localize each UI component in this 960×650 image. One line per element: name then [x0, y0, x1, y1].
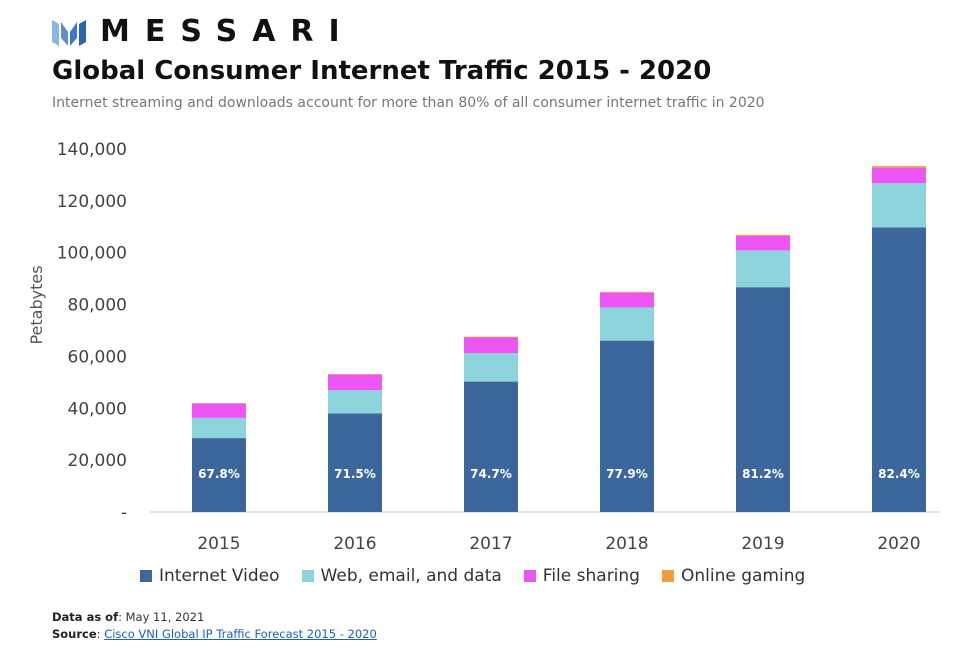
data-label: 82.4% [878, 467, 920, 481]
legend-label: Online gaming [680, 566, 806, 586]
x-tick-label: 2016 [333, 534, 376, 554]
bar-segment-web-email-and-data-2017 [464, 353, 518, 382]
bar-segment-internet-video-2016 [328, 413, 382, 512]
source: Source: Cisco VNI Global IP Traffic Fore… [52, 627, 377, 641]
bar-segment-file-sharing-2020 [872, 167, 926, 184]
legend-label: Internet Video [159, 566, 280, 586]
bar-segment-internet-video-2017 [464, 381, 518, 512]
chart-title: Global Consumer Internet Traffic 2015 - … [52, 56, 712, 86]
bar-segment-file-sharing-2016 [328, 374, 382, 391]
y-tick-label: 80,000 [68, 296, 127, 316]
bar-segment-internet-video-2015 [192, 438, 246, 512]
legend-swatch [301, 570, 314, 582]
stacked-bar-chart: - 20,000 40,000 60,000 80,000 100,000 120,000 1… [27, 140, 940, 554]
legend-swatch [523, 570, 536, 582]
messari-logo: MESSARI [52, 14, 355, 49]
x-tick-label: 2015 [197, 534, 240, 554]
legend-label: File sharing [542, 566, 640, 586]
legend-label: Web, email, and data [320, 566, 502, 586]
data-date-label: Data as of [52, 610, 119, 624]
bar-segment-web-email-and-data-2015 [192, 417, 246, 439]
bar-segment-web-email-and-data-2016 [328, 390, 382, 414]
y-tick-label: 100,000 [57, 244, 127, 264]
bar-segment-online-gaming-2017 [464, 336, 518, 338]
bar-segment-internet-video-2019 [736, 287, 790, 512]
y-tick-label: 120,000 [57, 192, 127, 212]
data-label: 77.9% [606, 467, 648, 481]
chart-subtitle: Internet streaming and downloads account… [52, 95, 765, 111]
bar-segment-file-sharing-2015 [192, 403, 246, 418]
source-label: Source [52, 627, 97, 641]
legend-item: Internet Video [140, 566, 280, 586]
bar-segment-online-gaming-2020 [872, 166, 926, 168]
data-label: 67.8% [198, 467, 240, 481]
messari-logo-icon [52, 19, 86, 46]
y-tick-label: 140,000 [57, 140, 127, 160]
y-axis-label: Petabytes [27, 265, 46, 344]
bar-segment-online-gaming-2018 [600, 291, 654, 293]
bar-segment-internet-video-2018 [600, 340, 654, 512]
x-tick-label: 2018 [605, 534, 648, 554]
data-label: 81.2% [742, 467, 784, 481]
legend-swatch [140, 570, 152, 582]
legend-item: File sharing [523, 566, 640, 586]
legend-swatch [661, 570, 674, 582]
legend-item: Online gaming [661, 566, 806, 586]
legend: Internet Video Web, email, and data File s… [140, 566, 805, 586]
y-tick-label: 60,000 [68, 347, 127, 367]
bar-segment-file-sharing-2017 [464, 337, 518, 354]
bar-segment-file-sharing-2018 [600, 292, 654, 308]
y-tick-label: - [121, 503, 127, 523]
legend-item: Web, email, and data [301, 566, 502, 586]
bar-segment-web-email-and-data-2018 [600, 307, 654, 341]
data-label: 74.7% [470, 467, 512, 481]
bar-segment-online-gaming-2019 [736, 234, 790, 236]
brand-name: MESSARI [100, 14, 355, 49]
data-date: Data as of: May 11, 2021 [52, 610, 204, 624]
bar-segment-web-email-and-data-2019 [736, 250, 790, 288]
x-tick-label: 2017 [469, 534, 512, 554]
bar-segment-online-gaming-2016 [328, 374, 382, 375]
bar-segment-internet-video-2020 [872, 227, 926, 512]
data-date-value: : May 11, 2021 [118, 610, 205, 624]
y-tick-label: 20,000 [68, 451, 127, 471]
bar-segment-web-email-and-data-2020 [872, 183, 926, 228]
source-separator: : [96, 627, 105, 641]
x-tick-label: 2020 [877, 534, 920, 554]
bar-segment-file-sharing-2019 [736, 235, 790, 251]
y-tick-label: 40,000 [68, 399, 127, 419]
bar-segment-online-gaming-2015 [192, 403, 246, 404]
data-label: 71.5% [334, 467, 376, 481]
x-tick-label: 2019 [741, 534, 784, 554]
source-link[interactable]: Cisco VNI Global IP Traffic Forecast 201… [104, 627, 377, 641]
